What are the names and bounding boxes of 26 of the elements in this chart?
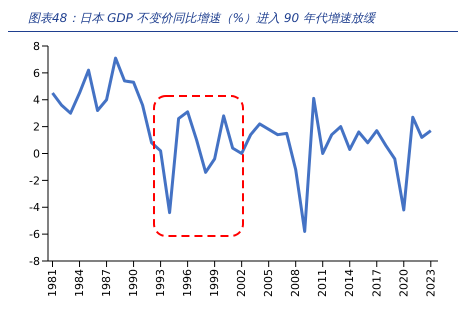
- x-tick-label: 1993: [154, 269, 168, 297]
- x-tick-label: 2008: [289, 269, 302, 297]
- x-tick-label: 2023: [424, 269, 438, 297]
- x-tick-label: 1996: [181, 269, 194, 297]
- y-tick-label: -2: [29, 174, 40, 188]
- x-tick-label: 1987: [100, 269, 114, 297]
- y-tick-label: -8: [29, 254, 40, 268]
- x-tick-label: 2011: [316, 269, 330, 297]
- y-tick-label: -4: [29, 201, 40, 214]
- x-tick-label: 2014: [343, 269, 356, 297]
- x-tick-label: 1981: [46, 269, 60, 297]
- x-tick-label: 2020: [397, 269, 410, 297]
- y-tick-label: 0: [33, 147, 40, 160]
- x-tick-label: 1990: [127, 269, 140, 297]
- x-tick-label: 2017: [370, 269, 384, 297]
- x-tick-label: 2005: [262, 269, 276, 297]
- y-tick-label: 8: [33, 40, 40, 53]
- x-tick-label: 1984: [73, 269, 86, 297]
- line-series: [51, 56, 432, 233]
- chart-title: 图表48：日本 GDP 不变价同比增速（%）进入 90 年代增速放缓: [8, 8, 458, 32]
- y-tick-label: 6: [33, 66, 40, 80]
- y-tick-label: 4: [33, 94, 40, 107]
- y-tick-label: -6: [29, 228, 40, 242]
- x-tick-label: 1999: [208, 269, 222, 297]
- x-tick-label: 2002: [235, 269, 248, 297]
- y-tick-label: 2: [33, 120, 40, 134]
